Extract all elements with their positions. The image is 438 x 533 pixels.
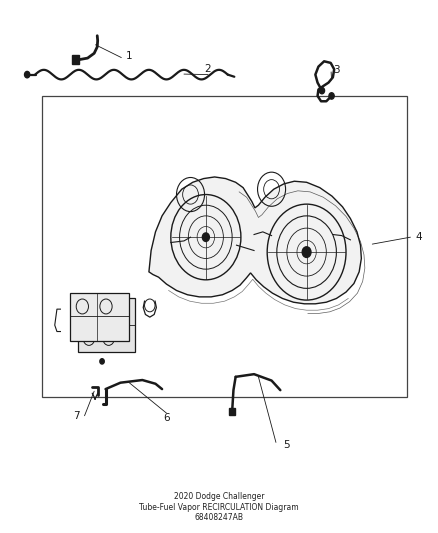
Polygon shape bbox=[149, 177, 361, 304]
Circle shape bbox=[25, 71, 30, 78]
Circle shape bbox=[100, 359, 104, 364]
Bar bbox=[70, 293, 129, 341]
Text: 2020 Dodge Challenger: 2020 Dodge Challenger bbox=[174, 492, 264, 501]
Circle shape bbox=[319, 87, 325, 94]
Text: 2: 2 bbox=[205, 64, 212, 74]
Circle shape bbox=[329, 93, 334, 99]
Bar bbox=[78, 298, 135, 352]
Text: 4: 4 bbox=[415, 232, 422, 242]
Text: 68408247AB: 68408247AB bbox=[194, 513, 244, 522]
Text: 3: 3 bbox=[333, 66, 340, 75]
Text: 7: 7 bbox=[73, 411, 80, 421]
Circle shape bbox=[202, 233, 209, 241]
Bar bbox=[229, 408, 235, 415]
Text: 6: 6 bbox=[163, 414, 170, 423]
Bar bbox=[72, 55, 79, 64]
Text: Tube-Fuel Vapor RECIRCULATION Diagram: Tube-Fuel Vapor RECIRCULATION Diagram bbox=[139, 503, 299, 512]
Text: 1: 1 bbox=[126, 51, 133, 61]
Circle shape bbox=[302, 247, 311, 257]
Bar bbox=[42, 96, 407, 397]
Text: 5: 5 bbox=[283, 440, 290, 450]
